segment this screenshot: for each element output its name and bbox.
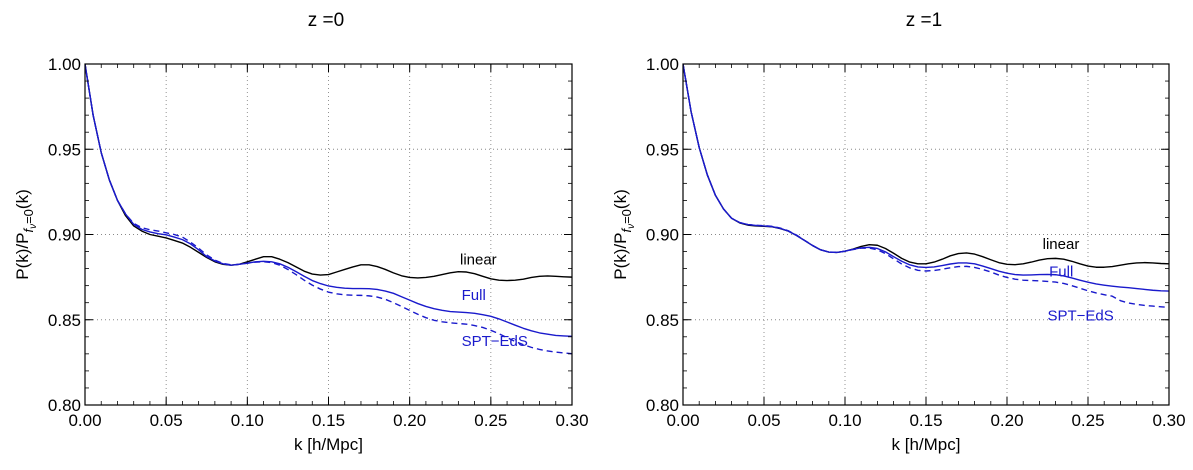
y-label-tail: (k): [611, 189, 630, 209]
y-label-subsub: ν: [626, 224, 637, 229]
y-tick-label: 0.80: [48, 396, 81, 415]
series-line-linear: [85, 64, 572, 282]
x-tick-label: 0.05: [747, 411, 780, 430]
series-line-spt-eds: [85, 64, 572, 355]
annotation-linear: linear: [460, 251, 497, 268]
x-tick-label: 0.30: [1152, 411, 1185, 430]
annotation-full: Full: [462, 287, 486, 304]
x-axis-label: k [h/Mpc]: [294, 435, 363, 454]
y-label-main: P(k)/P: [611, 233, 630, 280]
annotation-full: Full: [1049, 263, 1073, 280]
chart-title: z =1: [906, 10, 942, 31]
panel-z1: 0.00 0.05 0.10 0.15 0.20 0.25 0.30 0.80 0.85 0.90…: [611, 10, 1186, 454]
x-axis-label: k [h/Mpc]: [892, 435, 961, 454]
y-tick-label: 0.85: [48, 311, 81, 330]
plot-frame: [84, 63, 573, 406]
panel-z0: 0.00 0.05 0.10 0.15 0.20 0.25 0.30 0.80 0.85 0.90…: [13, 10, 589, 454]
x-tick-label: 0.10: [231, 411, 264, 430]
annotation-linear: linear: [1043, 236, 1080, 253]
x-tick-label: 0.15: [312, 411, 345, 430]
y-label-subsub: ν: [28, 224, 39, 229]
y-tick-label: 0.95: [48, 140, 81, 159]
series-line-full: [85, 64, 572, 337]
y-axis-label: P(k)/Pfν=0(k): [611, 189, 637, 280]
x-tick-label: 0.00: [666, 411, 699, 430]
y-tick-label: 0.90: [646, 226, 679, 245]
series-line-spt-eds: [683, 64, 1169, 308]
y-tick-label: 1.00: [646, 55, 679, 74]
y-label-sub: f: [21, 228, 36, 233]
annotation-spt-eds: SPT−EdS: [1048, 308, 1114, 325]
y-label-main: P(k)/P: [13, 233, 32, 280]
x-tick-label: 0.25: [1071, 411, 1104, 430]
x-tick-label: 0.10: [828, 411, 861, 430]
y-label-subtail: =0: [619, 209, 634, 224]
y-label-tail: (k): [13, 189, 32, 209]
y-tick-label: 0.85: [646, 311, 679, 330]
x-tick-label: 0.20: [393, 411, 426, 430]
x-tick-label: 0.15: [909, 411, 942, 430]
x-tick-label: 0.00: [68, 411, 101, 430]
y-axis-label: P(k)/Pfν=0(k): [13, 189, 39, 280]
series-group: [85, 64, 572, 355]
y-tick-label: 0.90: [48, 226, 81, 245]
x-tick-label: 0.20: [990, 411, 1023, 430]
x-tick-label: 0.05: [150, 411, 183, 430]
y-tick-label: 0.95: [646, 140, 679, 159]
annotation-spt-eds: SPT−EdS: [462, 333, 528, 350]
y-tick-label: 1.00: [48, 55, 81, 74]
x-tick-label: 0.30: [555, 411, 588, 430]
series-line-full: [683, 64, 1169, 292]
series-group: [683, 64, 1169, 308]
y-label-sub: f: [619, 228, 634, 233]
y-label-subtail: =0: [21, 209, 36, 224]
x-tick-label: 0.25: [474, 411, 507, 430]
y-tick-label: 0.80: [646, 396, 679, 415]
chart-title: z =0: [308, 10, 344, 31]
